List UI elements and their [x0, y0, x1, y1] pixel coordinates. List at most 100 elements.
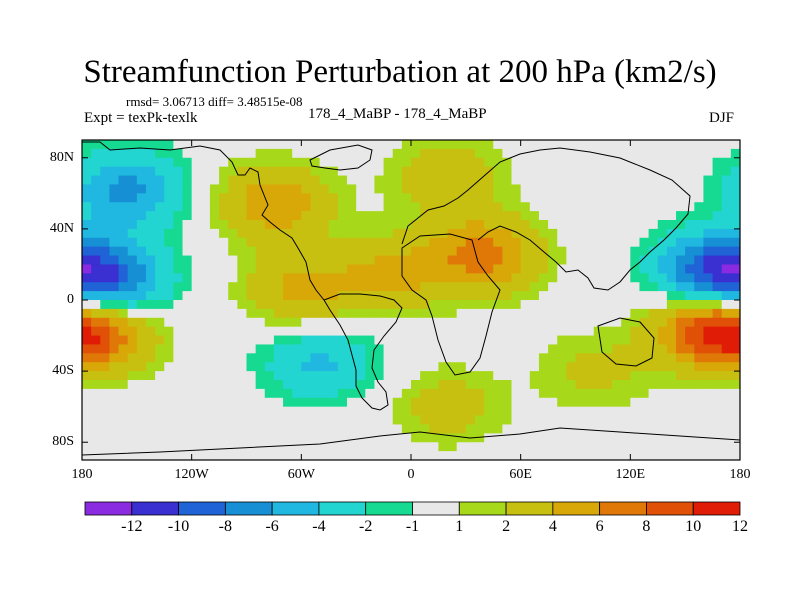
field-cell	[639, 184, 650, 194]
field-cell	[557, 406, 567, 417]
field-cell	[584, 424, 595, 434]
field-cell	[529, 140, 540, 150]
field-cell	[164, 397, 174, 408]
field-cell	[191, 237, 202, 248]
field-cell	[392, 264, 403, 274]
field-cell	[566, 300, 577, 310]
field-cell	[420, 220, 430, 230]
field-cell	[255, 326, 266, 337]
field-cell	[694, 344, 705, 354]
field-cell	[173, 406, 184, 417]
field-cell	[255, 193, 266, 203]
field-cell	[566, 397, 577, 408]
field-cell	[301, 237, 312, 248]
field-cell	[118, 211, 129, 221]
field-cell	[648, 184, 659, 194]
field-cell	[676, 442, 686, 452]
field-cell	[429, 362, 440, 372]
field-cell	[347, 371, 357, 381]
field-cell	[136, 353, 147, 363]
field-cell	[82, 326, 92, 337]
field-cell	[136, 175, 147, 186]
field-cell	[264, 397, 275, 408]
field-cell	[219, 308, 229, 319]
field-cell	[712, 220, 723, 230]
field-cell	[666, 451, 677, 460]
field-cell	[730, 433, 740, 443]
field-cell	[255, 335, 266, 346]
field-cell	[319, 246, 330, 257]
field-cell	[273, 344, 284, 354]
field-cell	[612, 406, 622, 417]
field-cell	[676, 433, 686, 443]
field-cell	[566, 140, 577, 150]
field-cell	[319, 415, 330, 426]
field-cell	[383, 148, 394, 159]
field-cell	[465, 282, 476, 292]
field-cell	[255, 451, 266, 460]
field-cell	[109, 353, 120, 363]
field-cell	[200, 211, 211, 221]
field-cell	[566, 246, 577, 257]
field-cell	[529, 326, 540, 337]
field-cell	[273, 300, 284, 310]
field-cell	[237, 353, 248, 363]
field-cell	[292, 451, 302, 460]
axis-ticks	[81, 140, 741, 460]
field-cell	[529, 353, 540, 363]
field-cell	[200, 433, 211, 443]
field-cell	[246, 237, 257, 248]
field-cell	[356, 406, 366, 417]
field-cell	[228, 308, 238, 319]
field-cell	[219, 166, 229, 177]
field-cell	[703, 308, 714, 319]
field-cell	[401, 317, 412, 328]
field-cell	[100, 202, 111, 212]
field-cell	[109, 193, 120, 203]
field-cell	[292, 433, 302, 443]
field-cell	[383, 166, 394, 177]
field-cell	[538, 255, 549, 266]
field-cell	[91, 397, 101, 408]
field-cell	[209, 193, 220, 203]
field-cell	[283, 157, 293, 168]
field-cell	[529, 211, 540, 221]
field-cell	[310, 228, 321, 239]
field-cell	[383, 353, 394, 363]
field-cell	[703, 228, 714, 239]
field-cell	[694, 300, 705, 310]
field-cell	[721, 451, 732, 460]
field-cell	[182, 415, 193, 426]
field-cell	[209, 380, 220, 390]
field-cell	[310, 255, 321, 266]
field-cell	[127, 380, 138, 390]
field-cell	[730, 184, 740, 194]
field-cell	[648, 317, 659, 328]
north-america-coastline	[82, 141, 325, 301]
field-cell	[100, 317, 111, 328]
field-cell	[401, 300, 412, 310]
field-cell	[155, 202, 165, 212]
field-cell	[228, 317, 238, 328]
field-cell	[392, 246, 403, 257]
field-cell	[228, 246, 238, 257]
field-cell	[319, 397, 330, 408]
field-cell	[118, 140, 129, 150]
field-cell	[703, 344, 714, 354]
field-cell	[273, 291, 284, 301]
field-cell	[730, 237, 740, 248]
field-cell	[721, 273, 732, 283]
field-cell	[310, 344, 321, 354]
field-cell	[100, 237, 111, 248]
field-cell	[502, 442, 513, 452]
field-cell	[438, 326, 449, 337]
field-cell	[493, 442, 503, 452]
field-cell	[575, 300, 586, 310]
field-cell	[100, 246, 111, 257]
field-cell	[337, 220, 348, 230]
field-cell	[219, 291, 229, 301]
field-cell	[383, 184, 394, 194]
field-cell	[529, 362, 540, 372]
field-cell	[219, 335, 229, 346]
field-cell	[82, 397, 92, 408]
